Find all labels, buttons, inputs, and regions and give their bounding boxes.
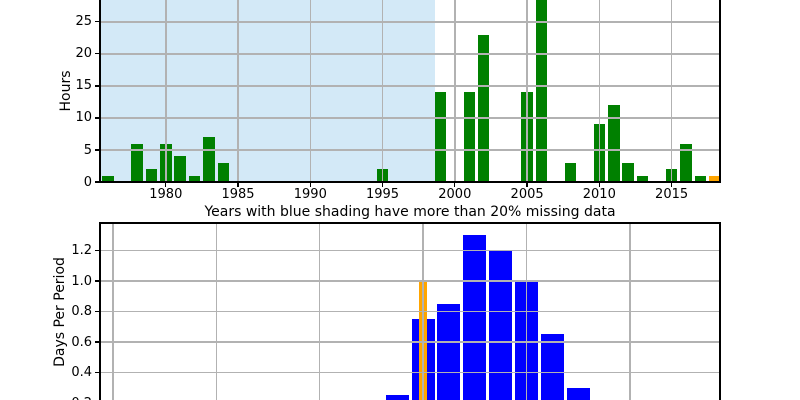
y-tick-mark [94,280,99,282]
y-tick-label: 0.8 [71,304,92,319]
top-chart-bottom-spine [98,181,721,183]
days-bar [566,387,590,400]
x-tick-label: 1985 [221,187,255,202]
y-tick-mark [94,117,99,119]
y-tick-label: 5 [83,142,92,158]
hours-bar [709,175,720,182]
days-per-period-plot-area [100,224,720,400]
hours-bar [477,34,490,182]
gridline-horizontal [100,85,720,87]
x-tick-mark [381,183,384,187]
x-tick-mark [165,183,167,187]
gridline-horizontal [100,117,720,119]
hours-bar [694,175,707,182]
hours-bar [636,175,649,182]
y-tick-label: 0 [83,174,92,190]
x-tick-mark [454,183,456,187]
gridline-vertical [381,0,384,182]
hours-bar [463,92,476,182]
hours-bar [102,175,114,182]
top-chart-right-spine [719,0,721,183]
y-tick-label: 10 [75,110,92,126]
days-bar [540,334,564,400]
y-tick-mark [94,341,99,343]
top-chart-left-spine [98,0,101,183]
y-tick-mark [94,181,99,183]
y-tick-mark [94,249,99,252]
gridline-horizontal [100,149,720,151]
missing-data-note-label: Years with blue shading have more than 2… [204,204,616,220]
gridline-horizontal [100,371,720,374]
missing-data-shading [100,0,435,182]
gridline-horizontal [100,280,720,282]
bottom-chart-left-spine [98,222,101,400]
gridline-vertical [165,0,167,182]
x-tick-label: 1995 [365,187,400,202]
y-tick-mark [94,371,99,374]
x-tick-mark [598,183,600,187]
y-tick-label: 1.0 [71,273,92,289]
x-tick-label: 1980 [149,187,183,202]
y-tick-label: 0.2 [55,397,92,400]
hours-bar [131,143,143,182]
y-tick-label: 15 [75,78,92,94]
gridline-horizontal [100,310,720,313]
gridline-vertical [670,0,673,182]
y-tick-label: 1.2 [71,243,92,258]
hours-bar [564,162,577,182]
y-tick-label: 0.6 [71,334,92,350]
x-tick-label: 2010 [582,187,616,202]
hours-bar [535,0,548,182]
x-tick-mark [237,183,239,187]
x-tick-label: 2000 [438,187,472,202]
y-tick-mark [94,85,99,87]
gridline-horizontal [100,341,720,343]
days-bar [489,250,512,400]
y-tick-label: 20 [75,46,92,62]
x-tick-mark [670,183,673,187]
gridline-vertical [526,0,528,182]
bottom-chart-top-spine [98,222,721,225]
hours-bar [174,156,186,182]
x-tick-label: 2015 [655,187,689,202]
y-tick-label: 25 [75,14,92,30]
gridline-horizontal [100,53,720,55]
y-tick-mark [94,310,99,313]
gridline-horizontal [100,21,720,23]
hours-bar [434,92,447,182]
gridline-vertical [237,0,239,182]
y-tick-mark [94,53,99,55]
gridline-vertical [598,0,601,182]
hours-bar [622,162,634,182]
gridline-vertical [454,0,456,182]
gridline-vertical [309,0,311,182]
x-tick-mark [526,183,528,187]
hours-plot-area [100,0,720,182]
hours-bar [145,169,158,182]
gridline-horizontal [100,249,720,252]
days-bar [385,395,409,400]
hours-bar [188,175,201,182]
days-bar [437,303,461,400]
y-tick-mark [94,149,99,151]
days-bar [463,235,487,400]
y-tick-label: 0.4 [71,365,92,380]
hours-bar [608,105,620,182]
x-tick-label: 1990 [293,187,327,202]
y-tick-mark [94,21,99,23]
x-tick-mark [309,183,311,187]
hours-bar [203,137,215,182]
hours-bar [217,162,230,182]
x-tick-label: 2005 [510,187,544,202]
hours-bar [680,143,692,182]
bottom-chart-right-spine [719,222,721,400]
